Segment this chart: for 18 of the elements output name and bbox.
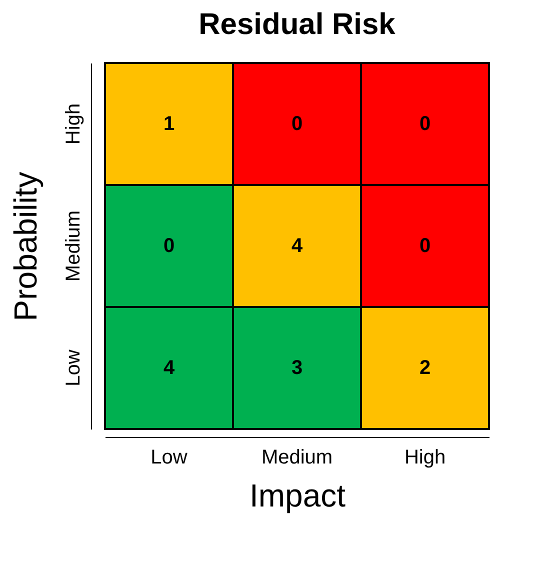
data-label: 0 [163,235,175,257]
data-label: 3 [291,357,303,379]
data-label: 4 [291,235,304,257]
x-tick-label: Medium [261,446,333,468]
data-label: 0 [419,113,431,135]
x-tick-label: High [404,446,446,468]
x-axis-title: Impact [249,478,346,514]
data-label: 0 [419,235,431,257]
data-label: 4 [163,357,176,379]
chart-title: Residual Risk [198,8,396,41]
data-label: 1 [163,113,175,135]
x-tick-label: Low [150,446,188,468]
data-label: 0 [291,113,303,135]
y-tick-label: Medium [62,210,84,282]
y-axis-title: Probability [8,172,44,322]
data-label: 2 [419,357,431,379]
y-tick-label: Low [62,349,84,386]
y-tick-label: High [62,103,84,145]
